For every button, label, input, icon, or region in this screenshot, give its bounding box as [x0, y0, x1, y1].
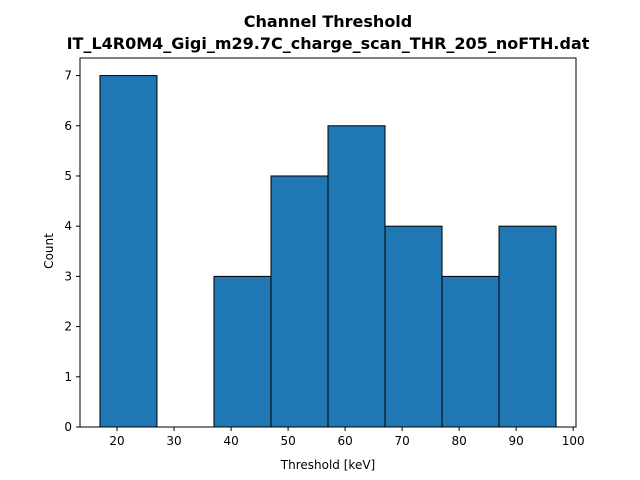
x-tick-label: 50	[280, 434, 295, 448]
y-axis-label: Count	[42, 233, 56, 269]
y-tick-label: 3	[64, 269, 72, 283]
x-tick-label: 100	[562, 434, 585, 448]
x-axis-label: Threshold [keV]	[280, 458, 375, 472]
x-tick-label: 90	[508, 434, 523, 448]
y-tick-label: 0	[64, 420, 72, 434]
histogram-bar-6	[441, 275, 500, 428]
plot-frame	[79, 57, 577, 428]
x-tick-label: 60	[337, 434, 352, 448]
y-axis: 0 1 2 3 4 5 6 7	[64, 69, 80, 434]
histogram-bar-3	[270, 175, 329, 428]
chart-title: Channel Threshold	[244, 12, 413, 31]
chart-subtitle: IT_L4R0M4_Gigi_m29.7C_charge_scan_THR_20…	[67, 34, 590, 53]
y-tick-label: 1	[64, 370, 72, 384]
y-tick-label: 4	[64, 219, 72, 233]
histogram-bar-7	[498, 225, 557, 428]
y-tick-label: 2	[64, 320, 72, 334]
histogram-bar-2	[213, 275, 272, 428]
histogram-bar-4	[327, 125, 386, 428]
x-tick-label: 70	[394, 434, 409, 448]
bars-group	[99, 75, 557, 428]
y-tick-label: 5	[64, 169, 72, 183]
x-tick-label: 80	[451, 434, 466, 448]
histogram-bar-5	[384, 225, 443, 428]
x-tick-label: 40	[223, 434, 238, 448]
histogram-bar-0	[99, 75, 158, 428]
y-tick-label: 6	[64, 119, 72, 133]
x-tick-label: 20	[109, 434, 124, 448]
x-tick-label: 30	[166, 434, 181, 448]
y-tick-label: 7	[64, 69, 72, 83]
x-axis: 20 30 40 50 60 70 80 90 100	[109, 427, 585, 448]
